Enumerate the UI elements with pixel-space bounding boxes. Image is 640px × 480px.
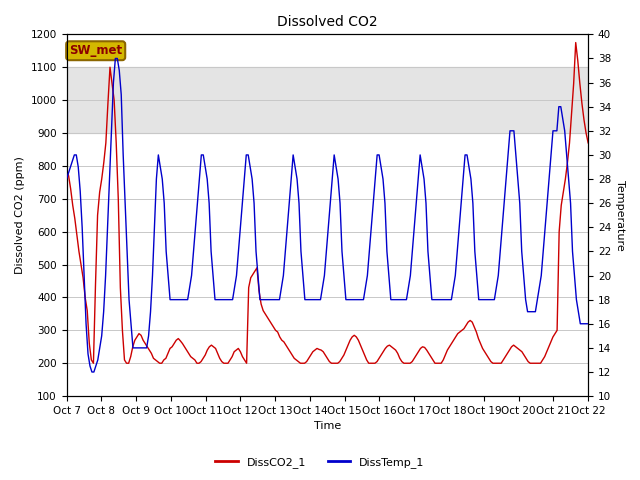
Bar: [67, 67, 588, 133]
Y-axis label: Temperature: Temperature: [615, 180, 625, 251]
Text: SW_met: SW_met: [69, 44, 122, 57]
Title: Dissolved CO2: Dissolved CO2: [277, 15, 378, 29]
X-axis label: Time: Time: [314, 421, 341, 432]
Legend: DissCO2_1, DissTemp_1: DissCO2_1, DissTemp_1: [211, 452, 429, 472]
Y-axis label: Dissolved CO2 (ppm): Dissolved CO2 (ppm): [15, 156, 25, 274]
